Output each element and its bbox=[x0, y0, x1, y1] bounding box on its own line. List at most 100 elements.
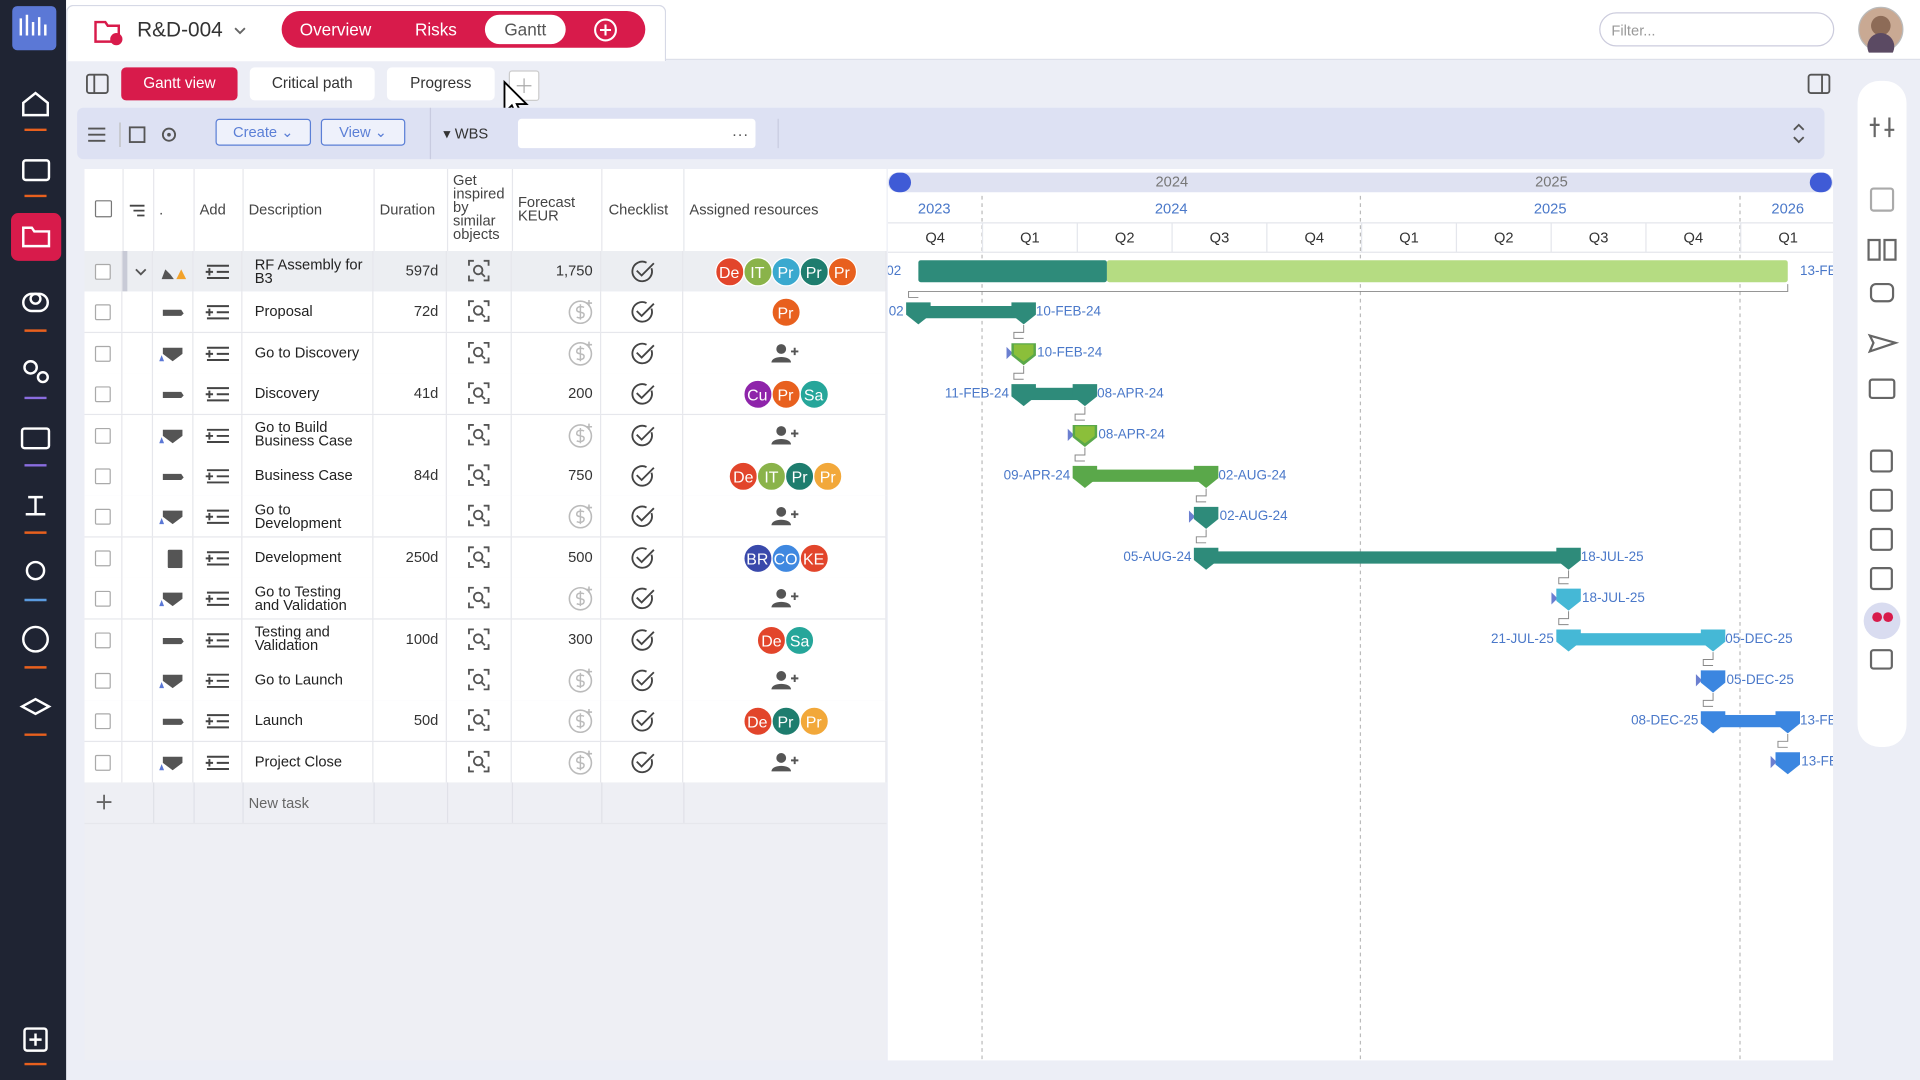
inspire-button[interactable] bbox=[467, 299, 491, 323]
bar-end-cap[interactable] bbox=[1193, 465, 1219, 488]
task-type-icon[interactable] bbox=[159, 344, 188, 364]
row-checkbox[interactable] bbox=[94, 672, 111, 689]
task-description[interactable]: Discovery bbox=[254, 384, 320, 402]
expand-toggle[interactable] bbox=[1789, 120, 1809, 147]
resource-avatar[interactable]: De bbox=[756, 625, 787, 655]
checklist-button[interactable] bbox=[629, 545, 656, 572]
task-type-icon[interactable] bbox=[159, 385, 188, 405]
resource-avatar[interactable]: Cu bbox=[742, 379, 773, 410]
add-subtask[interactable] bbox=[204, 426, 231, 446]
row-checkbox[interactable] bbox=[94, 631, 111, 648]
inspire-button[interactable] bbox=[467, 667, 491, 691]
inspire-button[interactable] bbox=[467, 381, 491, 405]
resource-avatar[interactable]: Pr bbox=[798, 707, 829, 737]
task-description[interactable]: Project Close bbox=[254, 752, 343, 770]
resource-avatar[interactable]: Pr bbox=[827, 257, 857, 287]
row-checkbox[interactable] bbox=[94, 713, 111, 730]
task-description[interactable]: Go to Discovery bbox=[254, 343, 360, 361]
task-type-icon[interactable] bbox=[159, 630, 188, 650]
resource-avatar[interactable]: Pr bbox=[798, 257, 829, 287]
row-checkbox[interactable] bbox=[94, 345, 111, 362]
view-menu[interactable]: View ⌄ bbox=[320, 118, 406, 146]
row-checkbox[interactable] bbox=[94, 590, 111, 607]
resource-avatar[interactable]: Pr bbox=[770, 379, 801, 410]
task-type-icon[interactable] bbox=[159, 548, 188, 568]
resource-avatar[interactable]: Pr bbox=[770, 298, 801, 328]
column-header[interactable]: Assigned resources bbox=[689, 200, 819, 218]
resource-avatar[interactable]: De bbox=[728, 461, 758, 492]
row-checkbox[interactable] bbox=[94, 304, 111, 321]
add-task[interactable] bbox=[94, 792, 114, 812]
add-subtask[interactable] bbox=[204, 712, 231, 732]
checklist-button[interactable] bbox=[629, 422, 656, 449]
assign-resource[interactable] bbox=[769, 505, 801, 529]
task-description[interactable]: Go to Testing and Validation bbox=[254, 582, 347, 614]
checklist-button[interactable] bbox=[629, 463, 656, 490]
tree-icon[interactable] bbox=[129, 203, 149, 218]
collapse-right[interactable] bbox=[1807, 72, 1831, 96]
assign-resource[interactable] bbox=[769, 341, 801, 365]
checklist-button[interactable] bbox=[629, 708, 656, 735]
forecast-add[interactable] bbox=[567, 297, 596, 326]
task-description[interactable]: Development bbox=[254, 548, 342, 566]
task-bar[interactable] bbox=[1023, 387, 1085, 401]
summary-bar[interactable] bbox=[1106, 260, 1788, 283]
checklist-button[interactable] bbox=[629, 340, 656, 367]
tab[interactable]: Risks bbox=[414, 19, 457, 40]
wbs-input[interactable] bbox=[517, 118, 756, 149]
resource-avatar[interactable]: IT bbox=[742, 257, 773, 287]
task-description[interactable]: Testing and Validation bbox=[254, 623, 330, 654]
bar-start-cap[interactable] bbox=[1072, 465, 1098, 488]
task-description[interactable]: Launch bbox=[254, 711, 303, 730]
task-type-icon[interactable] bbox=[159, 753, 188, 773]
checklist-button[interactable] bbox=[629, 299, 656, 326]
checklist-button[interactable] bbox=[629, 667, 656, 694]
bar-end-cap[interactable] bbox=[1556, 547, 1581, 570]
bar-end-cap[interactable] bbox=[1775, 711, 1800, 734]
resource-avatar[interactable]: CO bbox=[770, 543, 801, 573]
checklist-button[interactable] bbox=[629, 626, 656, 653]
column-header[interactable]: Forecast KEUR bbox=[517, 193, 576, 225]
tab[interactable]: Overview bbox=[299, 19, 372, 40]
task-type-icon[interactable] bbox=[159, 426, 188, 446]
add-subtask[interactable] bbox=[204, 385, 231, 405]
column-header[interactable]: Add bbox=[199, 200, 226, 218]
bar-end-cap[interactable] bbox=[1011, 302, 1036, 325]
assign-resource[interactable] bbox=[769, 750, 801, 774]
view-button[interactable]: Critical path bbox=[249, 67, 375, 101]
row-checkbox[interactable] bbox=[94, 386, 111, 403]
add-subtask[interactable] bbox=[204, 303, 231, 323]
collapse-toggle[interactable] bbox=[133, 264, 148, 279]
forecast-add[interactable] bbox=[567, 665, 596, 694]
forecast-add[interactable] bbox=[567, 338, 596, 367]
task-type-icon[interactable] bbox=[159, 507, 188, 527]
task-bar[interactable] bbox=[1713, 714, 1788, 728]
milestone[interactable] bbox=[1556, 588, 1581, 611]
bar-start-cap[interactable] bbox=[1011, 384, 1036, 407]
column-header[interactable]: Duration bbox=[379, 200, 436, 218]
task-type-icon[interactable] bbox=[159, 467, 188, 487]
add-subtask[interactable] bbox=[204, 507, 231, 527]
row-checkbox[interactable] bbox=[94, 509, 111, 526]
milestone[interactable] bbox=[1775, 752, 1800, 775]
row-checkbox[interactable] bbox=[94, 468, 111, 485]
tab[interactable]: Gantt bbox=[484, 14, 566, 45]
task-description[interactable]: Proposal bbox=[254, 302, 313, 321]
task-type-icon[interactable] bbox=[159, 303, 188, 323]
row-checkbox[interactable] bbox=[94, 550, 111, 567]
project-dropdown[interactable] bbox=[231, 22, 248, 39]
forecast-add[interactable] bbox=[567, 747, 596, 776]
bar-end-cap[interactable] bbox=[1072, 384, 1098, 407]
inspire-button[interactable] bbox=[467, 258, 491, 282]
toolbar-icons[interactable] bbox=[84, 122, 194, 147]
resource-avatar[interactable]: Pr bbox=[813, 461, 843, 492]
add-subtask[interactable] bbox=[204, 344, 231, 364]
inspire-button[interactable] bbox=[467, 586, 491, 610]
add-subtask[interactable] bbox=[204, 671, 231, 691]
task-bar[interactable] bbox=[1206, 551, 1569, 564]
project-name[interactable]: R&D-004 bbox=[137, 18, 223, 42]
checklist-button[interactable] bbox=[629, 749, 656, 776]
checklist-button[interactable] bbox=[629, 258, 656, 285]
row-checkbox[interactable] bbox=[94, 263, 111, 280]
scroll-handle-left[interactable] bbox=[888, 172, 912, 193]
